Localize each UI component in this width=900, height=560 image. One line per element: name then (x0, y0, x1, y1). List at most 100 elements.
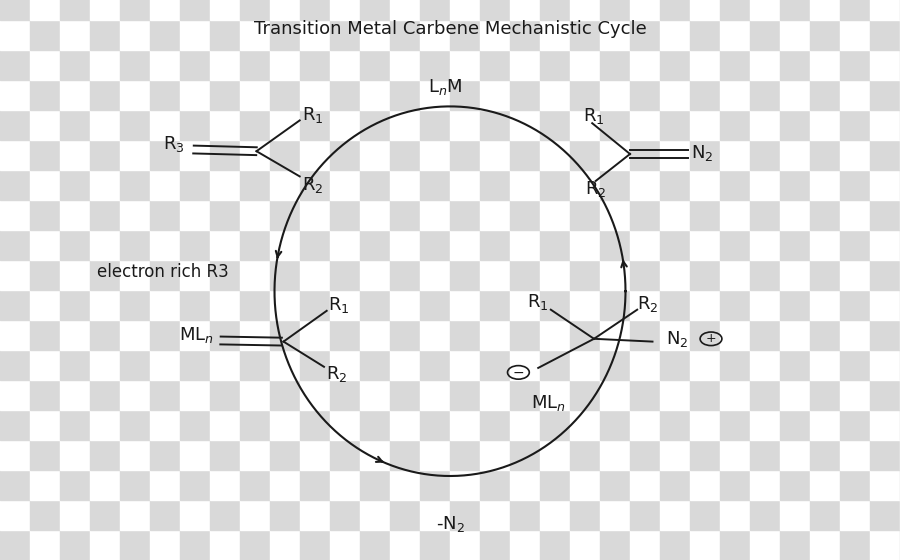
Bar (450, 350, 480, 380)
Bar (810, 290, 840, 320)
Bar (180, 140, 210, 170)
Bar (570, 530, 600, 560)
Bar (540, 230, 570, 260)
Bar (420, 230, 450, 260)
Bar (450, 20, 480, 50)
Bar (150, 350, 180, 380)
Bar (750, 350, 780, 380)
Bar (750, 140, 780, 170)
Bar (510, 0, 540, 20)
Bar (630, 140, 660, 170)
Bar (300, 200, 330, 230)
Bar (360, 530, 390, 560)
Bar (870, 200, 900, 230)
Bar (90, 50, 120, 80)
Bar (210, 50, 240, 80)
Bar (60, 500, 90, 530)
Bar (510, 290, 540, 320)
Bar (630, 20, 660, 50)
Bar (840, 350, 870, 380)
Bar (480, 320, 510, 350)
Bar (90, 440, 120, 470)
Bar (810, 0, 840, 20)
Bar (210, 80, 240, 110)
Bar (180, 110, 210, 140)
Bar (210, 200, 240, 230)
Bar (210, 110, 240, 140)
Bar (30, 530, 60, 560)
Bar (300, 350, 330, 380)
Bar (510, 80, 540, 110)
Bar (210, 230, 240, 260)
Bar (840, 320, 870, 350)
Bar (240, 500, 270, 530)
Bar (810, 260, 840, 290)
Bar (0, 320, 30, 350)
Text: R$_3$: R$_3$ (163, 134, 184, 154)
Bar (480, 0, 510, 20)
Bar (0, 110, 30, 140)
Bar (0, 200, 30, 230)
Bar (690, 80, 720, 110)
Bar (570, 140, 600, 170)
Bar (240, 380, 270, 410)
Bar (540, 410, 570, 440)
Bar (570, 80, 600, 110)
Bar (360, 320, 390, 350)
Bar (0, 290, 30, 320)
Bar (210, 470, 240, 500)
Bar (120, 470, 150, 500)
Bar (660, 230, 690, 260)
Bar (90, 530, 120, 560)
Bar (540, 260, 570, 290)
Bar (390, 440, 420, 470)
Bar (330, 0, 360, 20)
Bar (720, 320, 750, 350)
Bar (300, 380, 330, 410)
Bar (180, 20, 210, 50)
Bar (420, 290, 450, 320)
Bar (180, 530, 210, 560)
Bar (90, 320, 120, 350)
Bar (630, 410, 660, 440)
Bar (330, 260, 360, 290)
Bar (120, 170, 150, 200)
Bar (360, 0, 390, 20)
Bar (600, 320, 630, 350)
Bar (780, 470, 810, 500)
Bar (840, 200, 870, 230)
Bar (840, 440, 870, 470)
Bar (330, 500, 360, 530)
Bar (510, 140, 540, 170)
Bar (870, 320, 900, 350)
Bar (150, 380, 180, 410)
Bar (390, 170, 420, 200)
Bar (510, 110, 540, 140)
Bar (270, 170, 300, 200)
Bar (390, 200, 420, 230)
Bar (330, 320, 360, 350)
Bar (150, 140, 180, 170)
Bar (60, 0, 90, 20)
Bar (660, 290, 690, 320)
Bar (480, 80, 510, 110)
Bar (480, 530, 510, 560)
Bar (120, 410, 150, 440)
Bar (270, 470, 300, 500)
Bar (210, 260, 240, 290)
Bar (240, 0, 270, 20)
Bar (90, 380, 120, 410)
Bar (150, 320, 180, 350)
Bar (300, 230, 330, 260)
Bar (300, 80, 330, 110)
Bar (30, 380, 60, 410)
Bar (690, 50, 720, 80)
Bar (810, 80, 840, 110)
Bar (60, 20, 90, 50)
Bar (600, 110, 630, 140)
Bar (90, 350, 120, 380)
Bar (300, 470, 330, 500)
Bar (420, 470, 450, 500)
Bar (840, 80, 870, 110)
Bar (690, 200, 720, 230)
